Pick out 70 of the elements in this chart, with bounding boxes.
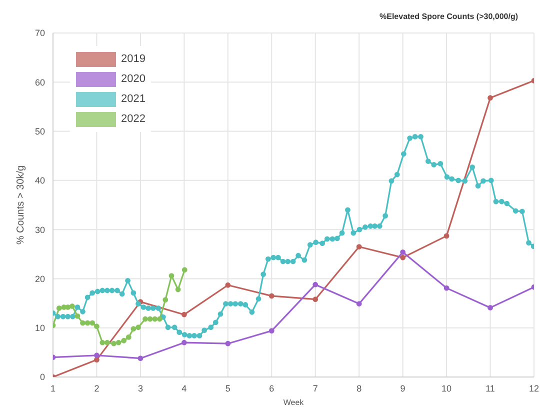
y-tick-label: 10 [34,323,45,334]
point [116,340,122,346]
y-tick-label: 40 [34,176,45,186]
point [152,316,158,322]
point [312,296,318,302]
point [138,356,144,362]
point [175,286,181,292]
point [136,324,141,330]
point [225,282,231,288]
point [162,297,168,303]
x-tick-label: 5 [225,383,230,394]
point [400,254,406,260]
point [182,267,188,273]
x-tick-label: 7 [312,383,318,394]
chart-title: %Elevated Spore Counts (>30,000/g) [380,12,518,21]
point [181,312,187,318]
point [80,320,86,326]
y-tick-label: 60 [34,77,45,88]
point [168,273,174,278]
point [488,95,493,101]
y-tick-label: 70 [34,28,45,38]
point [111,340,116,346]
point [130,326,136,332]
x-tick-label: 12 [528,383,540,394]
point [400,249,406,255]
point [142,316,148,322]
point [181,340,187,346]
x-tick-label: 1 [50,383,56,394]
y-tick-label: 0 [40,372,45,382]
x-tick-label: 11 [486,383,495,394]
point [100,340,106,346]
x-tick-label: 4 [182,383,187,394]
point [268,293,274,299]
point [56,306,62,311]
x-tick-label: 8 [356,383,362,394]
y-tick-label: 30 [34,224,45,235]
point [147,316,153,322]
point [444,233,450,239]
x-tick-label: 9 [400,383,406,394]
point [65,304,71,310]
y-axis-title: % Counts > 30k/g [16,165,27,245]
x-axis-title: Week [283,398,305,407]
y-tick-label: 20 [34,274,45,284]
x-tick-label: 2 [94,383,100,394]
point [488,305,493,310]
point [90,320,96,326]
point [74,313,80,319]
x-tick-label: 3 [138,383,143,394]
point [84,320,90,326]
point [225,340,231,346]
point [356,301,362,306]
point [94,324,100,330]
point [268,328,274,334]
point [156,316,162,322]
point [444,285,450,291]
x-tick-label: 10 [442,383,452,394]
point [70,304,75,309]
y-tick-label: 50 [34,126,45,136]
legend-label: 2021 [121,92,146,107]
point [312,282,318,288]
point [356,244,362,250]
x-tick-label: 6 [269,383,274,394]
point [126,334,132,340]
legend-label: 2022 [121,112,146,127]
point [104,340,110,346]
legend-label: 2020 [121,72,146,87]
point [94,352,100,358]
point [121,338,127,344]
point [94,357,100,362]
legend-label: 2019 [121,52,146,67]
